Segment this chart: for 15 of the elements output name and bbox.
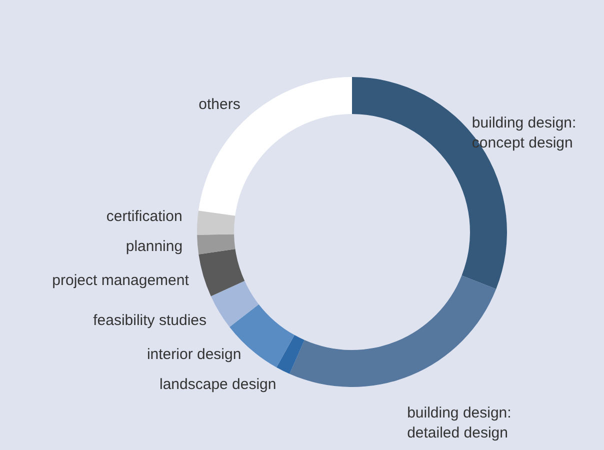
- donut-slice: [197, 210, 236, 235]
- donut-slice: [290, 275, 496, 387]
- slice-label: building design: detailed design: [407, 404, 512, 442]
- slice-label: feasibility studies: [93, 312, 206, 329]
- donut-slice: [198, 248, 245, 296]
- donut-slice: [198, 77, 352, 216]
- slice-label: certification: [106, 208, 182, 225]
- slice-label: landscape design: [159, 376, 276, 394]
- slice-label: interior design: [146, 346, 242, 364]
- donut-slice: [210, 280, 259, 327]
- slice-label: others: [198, 96, 240, 113]
- slice-label: project management: [52, 272, 190, 289]
- donut-slice: [276, 335, 304, 374]
- donut-slice: [197, 234, 236, 254]
- slice-label: planning: [126, 238, 183, 255]
